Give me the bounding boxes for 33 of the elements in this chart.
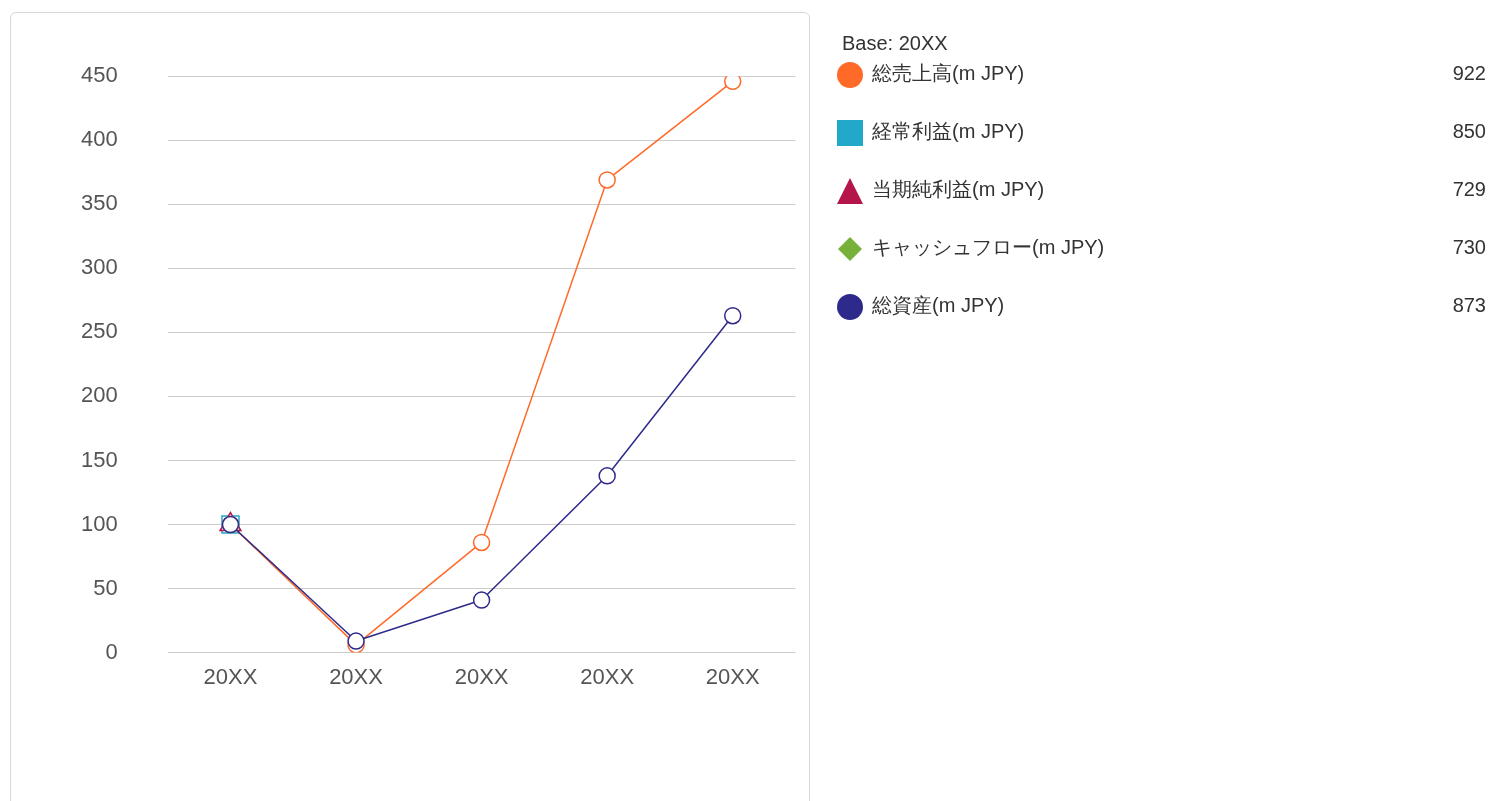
x-tick-label: 20XX <box>580 663 635 689</box>
x-tick-label: 20XX <box>203 663 258 689</box>
y-tick-label: 400 <box>80 126 118 152</box>
point <box>472 591 491 609</box>
x-tick-label: 20XX <box>705 663 760 689</box>
legend-label: 総資産(m JPY) <box>872 293 1005 318</box>
y-tick-label: 350 <box>80 190 118 216</box>
legend-label: 経常利益(m JPY) <box>872 119 1025 144</box>
text: 922 <box>1452 61 1486 86</box>
point <box>598 171 616 189</box>
text: 729 <box>1452 177 1486 202</box>
y-tick-label: 200 <box>80 382 118 408</box>
text: 873 <box>1452 293 1486 318</box>
y-tick-label: 0 <box>105 638 118 664</box>
point <box>347 632 365 650</box>
y-tick-label: 250 <box>80 318 118 344</box>
y-tick-label: 100 <box>80 510 118 536</box>
legend-label: キャッシュフロー(m JPY) <box>872 235 1105 260</box>
point <box>723 306 742 325</box>
text: 730 <box>1452 235 1486 260</box>
y-tick-label: 450 <box>80 62 118 88</box>
x-tick-label: 20XX <box>329 663 384 689</box>
x-tick-label: 20XX <box>454 663 509 689</box>
y-tick-label: 50 <box>93 574 118 600</box>
point <box>723 76 742 91</box>
legend-label: 当期純利益(m JPY) <box>872 177 1045 202</box>
legend-label: 総売上高(m JPY) <box>872 61 1025 86</box>
text: 850 <box>1452 119 1486 144</box>
y-tick-label: 150 <box>80 446 118 472</box>
y-tick-label: 300 <box>80 254 118 280</box>
legend-title: Base: 20XX <box>841 31 949 56</box>
point <box>598 467 616 485</box>
point <box>472 533 491 552</box>
